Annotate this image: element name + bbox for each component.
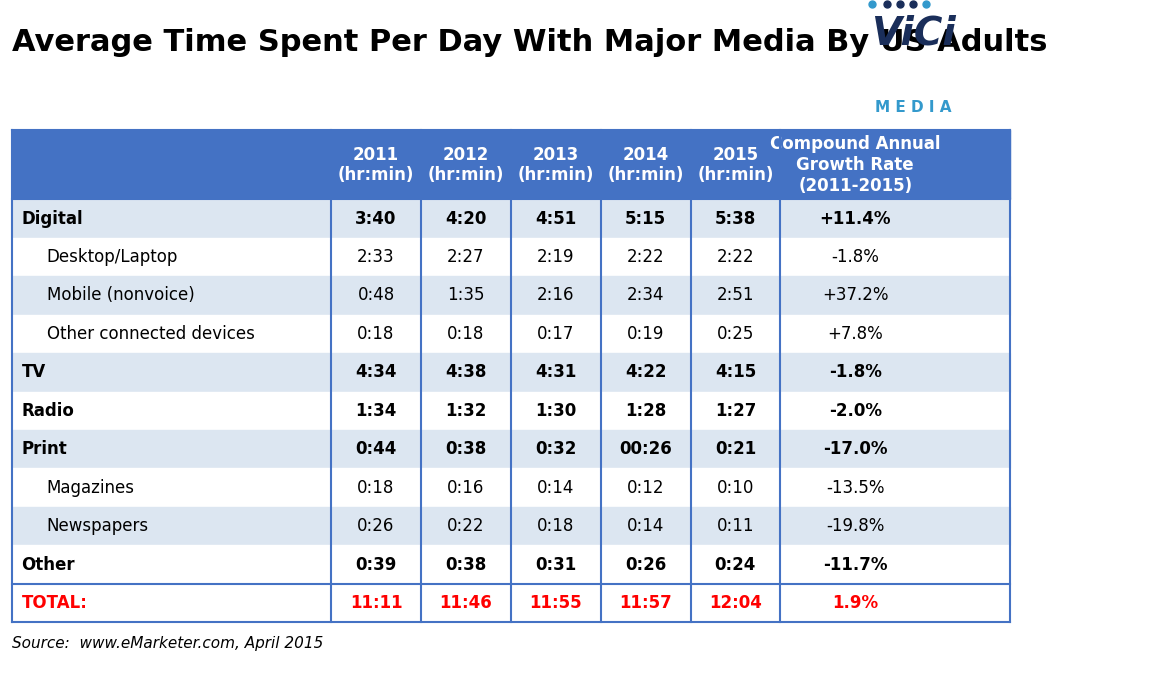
Text: 0:22: 0:22 <box>447 517 484 535</box>
Text: -17.0%: -17.0% <box>823 440 887 458</box>
Bar <box>12 507 1010 545</box>
Text: 2:51: 2:51 <box>717 286 754 304</box>
Text: TOTAL:: TOTAL: <box>22 594 87 612</box>
Text: 11:46: 11:46 <box>440 594 492 612</box>
Bar <box>12 199 1010 238</box>
Bar <box>12 584 1010 622</box>
Text: 2:16: 2:16 <box>537 286 575 304</box>
Text: 0:12: 0:12 <box>627 479 665 497</box>
Bar <box>12 468 1010 507</box>
Text: 4:22: 4:22 <box>625 363 666 381</box>
Text: Other connected devices: Other connected devices <box>47 325 255 343</box>
Text: 0:14: 0:14 <box>627 517 665 535</box>
Text: 0:31: 0:31 <box>535 556 576 574</box>
Text: 2:33: 2:33 <box>357 248 395 266</box>
Text: 2:27: 2:27 <box>447 248 484 266</box>
Text: 5:38: 5:38 <box>715 210 757 228</box>
Text: 0:18: 0:18 <box>447 325 484 343</box>
Text: Desktop/Laptop: Desktop/Laptop <box>47 248 178 266</box>
Text: Other: Other <box>22 556 76 574</box>
Text: 0:14: 0:14 <box>537 479 574 497</box>
Text: Source:  www.eMarketer.com, April 2015: Source: www.eMarketer.com, April 2015 <box>12 636 322 651</box>
Bar <box>12 545 1010 584</box>
Bar <box>12 315 1010 353</box>
Text: 1:28: 1:28 <box>625 402 666 420</box>
Text: 0:26: 0:26 <box>357 517 395 535</box>
Text: 0:21: 0:21 <box>715 440 757 458</box>
Text: Average Time Spent Per Day With Major Media By US Adults: Average Time Spent Per Day With Major Me… <box>12 28 1048 57</box>
Text: 2011
(hr:min): 2011 (hr:min) <box>338 145 414 184</box>
Text: 0:18: 0:18 <box>357 325 395 343</box>
Text: -1.8%: -1.8% <box>829 363 881 381</box>
Text: 4:15: 4:15 <box>715 363 757 381</box>
Text: 2013
(hr:min): 2013 (hr:min) <box>518 145 594 184</box>
Text: 0:19: 0:19 <box>627 325 665 343</box>
Text: 00:26: 00:26 <box>619 440 672 458</box>
Text: 0:25: 0:25 <box>717 325 754 343</box>
Text: Digital: Digital <box>22 210 83 228</box>
Text: 11:11: 11:11 <box>349 594 403 612</box>
Bar <box>12 353 1010 392</box>
Text: 0:18: 0:18 <box>537 517 574 535</box>
Text: 12:04: 12:04 <box>709 594 762 612</box>
Text: 0:18: 0:18 <box>357 479 395 497</box>
Text: 4:34: 4:34 <box>355 363 397 381</box>
Text: 11:55: 11:55 <box>530 594 582 612</box>
Text: 2015
(hr:min): 2015 (hr:min) <box>697 145 774 184</box>
Text: 0:11: 0:11 <box>717 517 754 535</box>
Text: +11.4%: +11.4% <box>819 210 890 228</box>
Text: 2:22: 2:22 <box>717 248 754 266</box>
Text: ViCi: ViCi <box>871 15 956 53</box>
Text: 2:22: 2:22 <box>626 248 665 266</box>
Text: 4:31: 4:31 <box>535 363 576 381</box>
Text: Newspapers: Newspapers <box>47 517 149 535</box>
Text: -19.8%: -19.8% <box>826 517 885 535</box>
Text: 2:34: 2:34 <box>627 286 665 304</box>
Text: 0:24: 0:24 <box>715 556 757 574</box>
Text: 0:10: 0:10 <box>717 479 754 497</box>
Text: 4:51: 4:51 <box>535 210 576 228</box>
Text: 4:38: 4:38 <box>445 363 487 381</box>
Text: 5:15: 5:15 <box>625 210 666 228</box>
Text: 2012
(hr:min): 2012 (hr:min) <box>427 145 504 184</box>
Text: M E D I A: M E D I A <box>875 100 951 115</box>
Text: -1.8%: -1.8% <box>831 248 879 266</box>
Text: 1:32: 1:32 <box>445 402 487 420</box>
Text: 0:38: 0:38 <box>446 440 487 458</box>
Text: 0:39: 0:39 <box>355 556 397 574</box>
Text: Radio: Radio <box>22 402 74 420</box>
Text: +7.8%: +7.8% <box>828 325 883 343</box>
Text: 2014
(hr:min): 2014 (hr:min) <box>608 145 683 184</box>
Text: 0:17: 0:17 <box>537 325 574 343</box>
Bar <box>12 430 1010 468</box>
Text: Print: Print <box>22 440 68 458</box>
Text: Magazines: Magazines <box>47 479 135 497</box>
Text: 11:57: 11:57 <box>619 594 672 612</box>
Text: 0:44: 0:44 <box>355 440 397 458</box>
Text: 0:32: 0:32 <box>535 440 576 458</box>
Text: 0:38: 0:38 <box>446 556 487 574</box>
Text: 1:27: 1:27 <box>715 402 757 420</box>
Text: -2.0%: -2.0% <box>829 402 882 420</box>
Bar <box>12 392 1010 430</box>
Text: 1.9%: 1.9% <box>832 594 879 612</box>
Text: TV: TV <box>22 363 45 381</box>
Text: -13.5%: -13.5% <box>826 479 885 497</box>
Bar <box>12 238 1010 276</box>
Text: 0:48: 0:48 <box>357 286 395 304</box>
Text: 3:40: 3:40 <box>355 210 397 228</box>
Text: 4:20: 4:20 <box>445 210 487 228</box>
Text: -11.7%: -11.7% <box>823 556 887 574</box>
Text: 1:34: 1:34 <box>355 402 397 420</box>
Text: +37.2%: +37.2% <box>822 286 888 304</box>
Text: 2:19: 2:19 <box>537 248 575 266</box>
Text: 0:26: 0:26 <box>625 556 666 574</box>
Text: 1:30: 1:30 <box>535 402 576 420</box>
Text: 0:16: 0:16 <box>447 479 484 497</box>
Bar <box>12 276 1010 315</box>
Text: Mobile (nonvoice): Mobile (nonvoice) <box>47 286 194 304</box>
Text: Compound Annual
Growth Rate
(2011-2015): Compound Annual Growth Rate (2011-2015) <box>771 135 941 194</box>
Text: 1:35: 1:35 <box>447 286 484 304</box>
